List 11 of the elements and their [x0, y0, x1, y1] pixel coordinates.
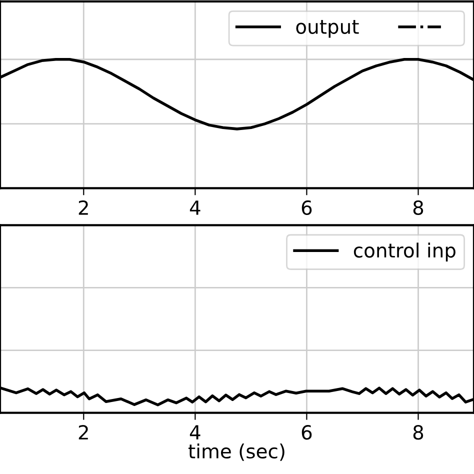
x-tick-label: 6 [302, 425, 312, 440]
x-tick-label: 4 [190, 425, 200, 440]
x-axis-title: time (sec) [188, 443, 284, 461]
x-tick-label: 6 [302, 200, 312, 216]
x-tick-label: 2 [78, 425, 88, 440]
x-tick-label: 2 [78, 200, 88, 215]
legend-label: output [296, 20, 359, 38]
legend-label: control inp [354, 242, 456, 262]
x-tick-label: 8 [413, 200, 424, 216]
x-tick-label: 4 [190, 200, 200, 215]
x-tick-label: 8 [413, 425, 424, 440]
